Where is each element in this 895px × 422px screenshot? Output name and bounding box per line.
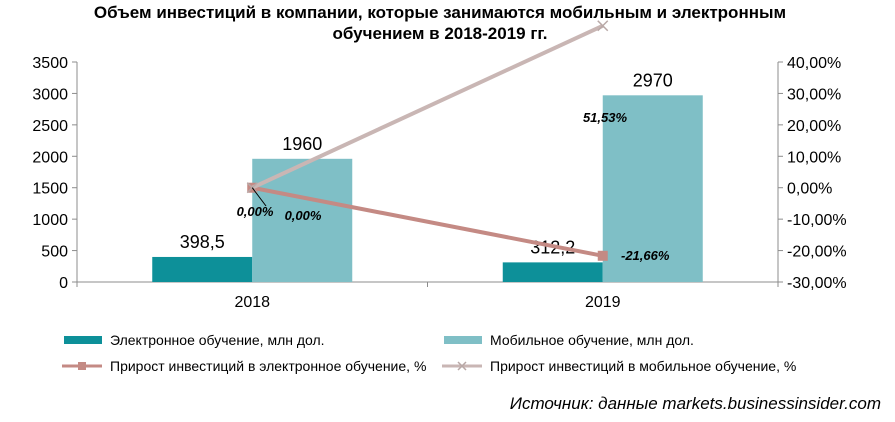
y-tick-label-left: 0 — [59, 275, 68, 292]
line-data-label-e-growth: 0,00% — [285, 208, 322, 223]
line-e-growth — [251, 185, 604, 258]
legend-label-m-growth: Прирост инвестиций в мобильное обучение,… — [490, 358, 797, 374]
legend-key-e-growth — [60, 358, 104, 374]
legend-swatch-m-learning — [444, 336, 482, 344]
bar-data-label: 2970 — [633, 70, 673, 90]
bar-e-learning — [152, 256, 253, 282]
label-leader-line — [251, 187, 267, 207]
source-note: Источник: данные markets.businessinsider… — [509, 394, 881, 413]
legend-key-m-learning — [440, 332, 484, 348]
legend-line-e-growth — [62, 362, 102, 370]
y-tick-label-left: 3000 — [32, 86, 68, 103]
legend-label-e-growth: Прирост инвестиций в электронное обучени… — [110, 358, 427, 374]
legend-label-e-learning: Электронное обучение, млн дол. — [110, 332, 325, 348]
chart-plot: 0 500 1000 1500 2000 2500 3000 3500 -30,00% -20,0… — [32, 20, 847, 311]
marker-m-growth — [597, 20, 609, 32]
marker-m-growth — [246, 182, 258, 194]
y-tick-label-right: 20,00% — [787, 118, 841, 135]
y-tick-label-right: 40,00% — [787, 55, 841, 72]
line-data-label-e-growth: -21,66% — [621, 248, 670, 263]
y-tick-label-right: 0,00% — [787, 181, 832, 198]
legend-swatch-e-learning — [64, 336, 102, 344]
line-data-label-m-growth: 0,00% — [237, 204, 274, 219]
bar-m-learning — [602, 95, 703, 282]
legend-line-m-growth — [442, 361, 482, 371]
line-data-label-m-growth: 51,53% — [583, 110, 628, 125]
marker-e-growth — [597, 250, 608, 261]
legend-key-m-growth — [440, 358, 484, 374]
legend-label-m-learning: Мобильное обучение, млн дол. — [490, 332, 694, 348]
bar-e-learning — [502, 262, 603, 282]
y-tick-label-right: -10,00% — [787, 212, 847, 229]
y-tick-label-left: 3500 — [32, 55, 68, 72]
y-tick-label-left: 2500 — [32, 118, 68, 135]
bar-data-label: 1960 — [282, 134, 322, 154]
y-tick-label-right: -30,00% — [787, 275, 847, 292]
y-tick-label-left: 2000 — [32, 149, 68, 166]
y-tick-label-left: 1000 — [32, 212, 68, 229]
x-tick-label: 2019 — [585, 294, 621, 311]
legend-key-e-learning — [60, 332, 104, 348]
x-tick-label: 2018 — [234, 294, 270, 311]
y-tick-label-right: -20,00% — [787, 244, 847, 261]
y-tick-label-right: 30,00% — [787, 86, 841, 103]
y-tick-label-left: 500 — [41, 244, 68, 261]
chart-legend: Электронное обучение, млн дол. Мобильное… — [60, 330, 880, 382]
line-m-growth — [251, 23, 604, 190]
bar-data-label: 398,5 — [180, 232, 225, 252]
y-tick-label-left: 1500 — [32, 181, 68, 198]
chart-title: Объем инвестиций в компании, которые зан… — [93, 3, 787, 43]
y-tick-label-right: 10,00% — [787, 149, 841, 166]
